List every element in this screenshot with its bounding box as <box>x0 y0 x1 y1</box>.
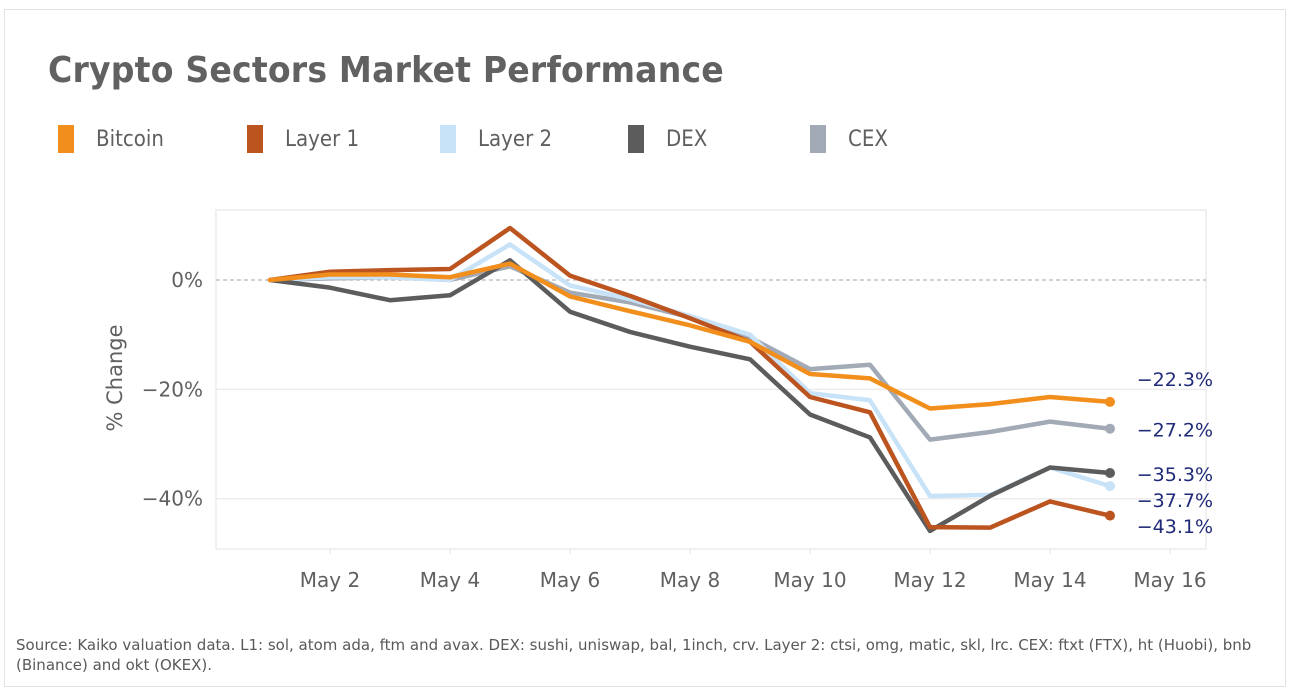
legend-label-bitcoin: Bitcoin <box>96 126 164 152</box>
legend-item-bitcoin[interactable]: Bitcoin <box>58 124 171 154</box>
series-line-cex <box>267 264 1113 442</box>
y-tick-label: −40% <box>142 487 203 511</box>
legend-item-layer-2[interactable]: Layer 2 <box>440 124 560 154</box>
series-line-layer-1 <box>267 225 1113 530</box>
y-tick-label: 0% <box>171 268 203 292</box>
end-point-bitcoin <box>1105 396 1115 407</box>
x-tick-label: May 16 <box>1133 568 1206 592</box>
legend-item-cex[interactable]: CEX <box>810 124 892 154</box>
x-tick-label: May 12 <box>893 568 966 592</box>
legend-swatch-dex <box>628 125 644 153</box>
series-line-bitcoin <box>267 261 1113 411</box>
legend-item-dex[interactable]: DEX <box>628 124 712 154</box>
x-tick-label: May 2 <box>300 568 360 592</box>
end-label-layer-2: −37.7% <box>1137 490 1213 512</box>
series-lines <box>267 225 1115 534</box>
end-point-layer-1 <box>1105 510 1115 521</box>
axes: 0% −20% −40% May 2 May 4 May 6 May 8 May 10 May … <box>142 268 1207 592</box>
legend-swatch-layer-2 <box>440 125 456 153</box>
end-point-dex <box>1105 467 1115 478</box>
legend-item-layer-1[interactable]: Layer 1 <box>247 124 367 154</box>
source-note: Source: Kaiko valuation data. L1: sol, a… <box>16 636 1252 674</box>
legend-label-dex: DEX <box>666 126 708 152</box>
end-point-cex <box>1105 423 1115 434</box>
legend-swatch-cex <box>810 125 826 153</box>
end-label-layer-1: −43.1% <box>1137 516 1213 538</box>
legend-swatch-bitcoin <box>58 125 74 153</box>
end-label-dex: −35.3% <box>1137 464 1213 486</box>
grid <box>215 209 1207 550</box>
y-tick-label: −20% <box>142 377 203 401</box>
chart-card <box>4 9 1286 687</box>
x-tick-label: May 8 <box>660 568 720 592</box>
chart-title: Crypto Sectors Market Performance <box>48 50 724 91</box>
legend-label-layer-2: Layer 2 <box>478 126 553 152</box>
series-line-layer-2 <box>267 242 1113 499</box>
x-tick-label: May 10 <box>773 568 846 592</box>
x-tick-label: May 14 <box>1013 568 1086 592</box>
end-point-layer-2 <box>1105 481 1115 492</box>
x-tick-label: May 6 <box>540 568 600 592</box>
legend-label-cex: CEX <box>848 126 888 152</box>
end-labels: −22.3% −27.2% −35.3% −37.7% −43.1% <box>1137 369 1213 538</box>
plot-frame <box>215 209 1207 550</box>
y-axis-title: % Change <box>103 324 127 431</box>
series-line-dex <box>267 258 1113 534</box>
legend-label-layer-1: Layer 1 <box>285 126 360 152</box>
x-tick-label: May 4 <box>420 568 480 592</box>
legend-swatch-layer-1 <box>247 125 263 153</box>
end-label-cex: −27.2% <box>1137 420 1213 442</box>
end-label-bitcoin: −22.3% <box>1137 369 1213 391</box>
